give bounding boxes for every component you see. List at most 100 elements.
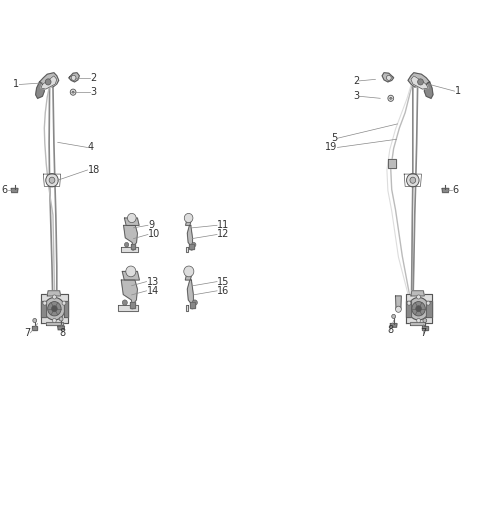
Polygon shape [41,294,68,323]
Polygon shape [11,188,18,193]
Circle shape [70,89,76,95]
Circle shape [52,295,56,299]
Polygon shape [422,326,428,330]
Circle shape [44,297,65,320]
Polygon shape [130,302,135,308]
Polygon shape [186,247,188,251]
Polygon shape [46,322,62,325]
Text: 18: 18 [87,165,100,175]
Circle shape [408,297,429,320]
Circle shape [124,243,129,247]
Text: 6: 6 [452,185,458,196]
Text: 5: 5 [331,133,337,143]
Circle shape [126,266,136,277]
Polygon shape [187,225,192,247]
Polygon shape [63,301,68,317]
Text: 16: 16 [217,286,229,296]
Circle shape [418,79,423,85]
Circle shape [48,302,61,316]
Polygon shape [58,326,64,330]
Circle shape [390,97,392,99]
Text: 11: 11 [217,220,229,230]
Text: 3: 3 [353,91,359,101]
Circle shape [407,174,419,187]
Text: 3: 3 [90,87,96,97]
Polygon shape [123,225,137,247]
Circle shape [386,75,391,80]
Circle shape [45,79,51,85]
Polygon shape [47,291,60,296]
Circle shape [46,174,58,187]
Text: 6: 6 [2,185,8,196]
Polygon shape [39,73,59,87]
Polygon shape [382,73,394,82]
Circle shape [416,306,421,312]
Circle shape [71,75,76,80]
Polygon shape [187,280,193,305]
Circle shape [423,318,427,323]
Circle shape [51,306,57,312]
Circle shape [184,266,194,277]
Circle shape [128,214,136,223]
Polygon shape [32,326,37,330]
Text: 19: 19 [325,142,337,153]
Circle shape [412,302,425,316]
Text: 2: 2 [353,76,359,86]
Text: 7: 7 [24,328,30,338]
Circle shape [33,318,36,323]
Circle shape [392,314,396,318]
Polygon shape [131,244,135,249]
Circle shape [122,300,127,305]
Polygon shape [41,76,57,89]
Circle shape [407,301,411,305]
Polygon shape [411,291,424,296]
Circle shape [43,301,47,305]
Text: 9: 9 [148,220,154,230]
Polygon shape [190,302,195,308]
Circle shape [184,214,193,223]
Polygon shape [406,294,432,323]
Text: 8: 8 [387,325,393,335]
Circle shape [410,177,416,183]
Text: 8: 8 [60,328,66,338]
Polygon shape [186,305,188,311]
Circle shape [62,301,66,305]
Circle shape [417,295,420,299]
Circle shape [49,177,55,183]
Text: 4: 4 [87,142,94,153]
Polygon shape [406,301,411,317]
Polygon shape [41,301,46,317]
Polygon shape [69,73,79,82]
Text: 1: 1 [455,86,461,96]
Text: 12: 12 [217,229,229,240]
Text: 7: 7 [420,328,427,338]
Polygon shape [396,296,401,308]
Circle shape [72,91,74,93]
Circle shape [52,318,56,323]
Polygon shape [390,324,397,327]
Polygon shape [424,82,433,98]
Circle shape [192,243,196,247]
Polygon shape [36,82,44,98]
Circle shape [131,305,134,309]
Polygon shape [426,301,432,317]
Polygon shape [442,188,449,193]
Circle shape [190,247,193,250]
Circle shape [426,301,430,305]
Text: 15: 15 [217,276,229,287]
Polygon shape [388,159,396,168]
Circle shape [388,95,394,101]
Text: 14: 14 [146,286,159,296]
Polygon shape [118,305,138,311]
Circle shape [396,306,401,312]
Polygon shape [411,76,428,89]
Polygon shape [408,73,430,87]
Polygon shape [124,218,139,225]
Circle shape [132,247,135,250]
Text: 1: 1 [13,79,19,90]
Polygon shape [410,322,425,325]
Text: 2: 2 [90,73,96,83]
Polygon shape [121,280,137,305]
Polygon shape [190,244,194,249]
Polygon shape [185,271,192,280]
